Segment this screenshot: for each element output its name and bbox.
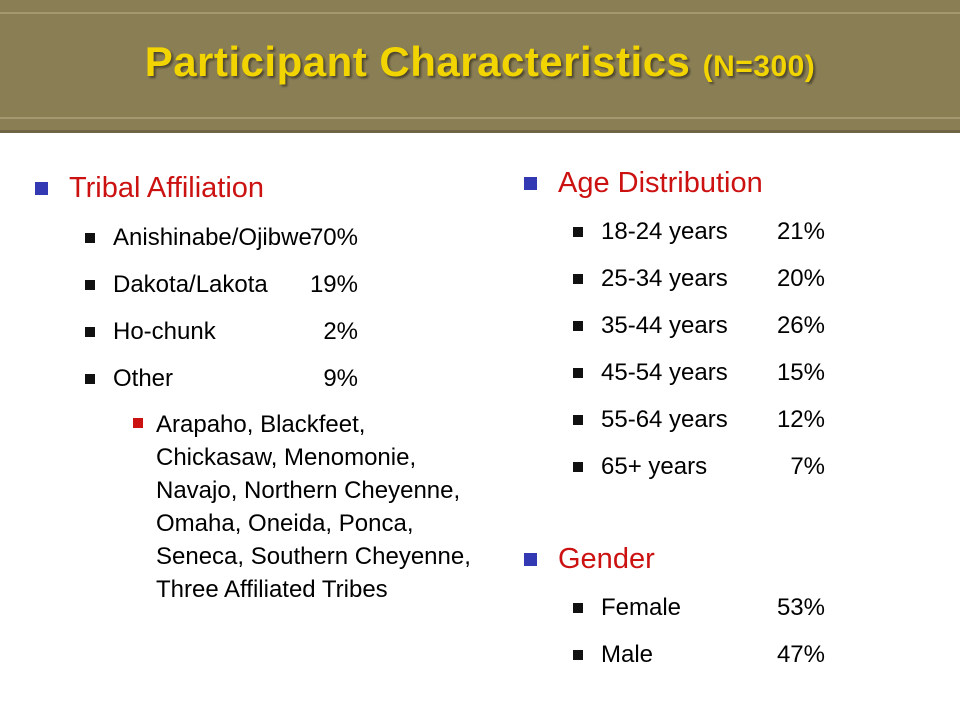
title-band: Participant Characteristics (N=300) bbox=[0, 0, 960, 133]
item-value: 9% bbox=[323, 364, 358, 392]
title-stripe-top bbox=[0, 12, 960, 14]
square-bullet-icon bbox=[573, 367, 583, 378]
list-item: 25-34 years 20% bbox=[573, 255, 893, 302]
item-value: 19% bbox=[309, 270, 358, 298]
item-label: Dakota/Lakota bbox=[113, 270, 268, 298]
gender-list: Female 53% Male 47% bbox=[573, 584, 893, 678]
tribal-affiliation-section: Tribal Affiliation bbox=[35, 168, 264, 208]
item-label: Male bbox=[601, 640, 654, 668]
list-item: 35-44 years 26% bbox=[573, 302, 893, 349]
heading-label: Gender bbox=[558, 542, 655, 575]
item-value: 7% bbox=[790, 452, 825, 480]
item-value: 15% bbox=[776, 358, 825, 386]
list-item: 55-64 years 12% bbox=[573, 396, 893, 443]
square-bullet-icon bbox=[85, 232, 95, 243]
slide-title: Participant Characteristics (N=300) bbox=[0, 38, 960, 86]
item-label: Ho-chunk bbox=[113, 317, 216, 345]
gender-heading: Gender bbox=[524, 539, 924, 579]
item-label: 18-24 years bbox=[601, 217, 728, 245]
square-bullet-icon bbox=[573, 461, 583, 472]
square-bullet-icon bbox=[35, 181, 48, 195]
slide-title-main: Participant Characteristics bbox=[144, 38, 691, 85]
age-distribution-heading: Age Distribution bbox=[524, 163, 924, 203]
item-value: 47% bbox=[776, 640, 825, 668]
item-label: 65+ years bbox=[601, 452, 708, 480]
square-bullet-icon bbox=[524, 176, 537, 190]
item-label: 55-64 years bbox=[601, 405, 728, 433]
list-item: 45-54 years 15% bbox=[573, 349, 893, 396]
square-bullet-icon bbox=[85, 373, 95, 384]
tribal-affiliation-heading: Tribal Affiliation bbox=[35, 168, 264, 208]
list-item: Female 53% bbox=[573, 584, 893, 631]
list-item: 65+ years 7% bbox=[573, 443, 893, 490]
gender-section: Gender bbox=[524, 539, 924, 579]
item-label: Other bbox=[113, 364, 174, 392]
item-value: 53% bbox=[776, 593, 825, 621]
item-label: 45-54 years bbox=[601, 358, 728, 386]
age-distribution-section: Age Distribution bbox=[524, 163, 924, 203]
item-value: 21% bbox=[776, 217, 825, 245]
tribal-affiliation-items: Anishinabe/Ojibwe 70% Dakota/Lakota 19% … bbox=[85, 214, 485, 606]
list-item: Dakota/Lakota 19% bbox=[85, 261, 485, 308]
list-item: Anishinabe/Ojibwe 70% bbox=[85, 214, 485, 261]
item-value: 12% bbox=[776, 405, 825, 433]
square-bullet-icon bbox=[573, 226, 583, 237]
square-bullet-icon bbox=[573, 414, 583, 425]
square-bullet-icon bbox=[85, 279, 95, 290]
item-value: 20% bbox=[776, 264, 825, 292]
item-value: 26% bbox=[776, 311, 825, 339]
square-bullet-icon bbox=[133, 418, 143, 428]
list-item: Ho-chunk 2% bbox=[85, 308, 485, 355]
square-bullet-icon bbox=[573, 273, 583, 284]
other-tribes-text: Arapaho, Blackfeet, Chickasaw, Menomonie… bbox=[156, 411, 471, 603]
item-label: Anishinabe/Ojibwe bbox=[113, 223, 312, 251]
list-item: Other 9% bbox=[85, 355, 485, 402]
item-value: 2% bbox=[323, 317, 358, 345]
title-stripe-bottom bbox=[0, 117, 960, 119]
item-value: 70% bbox=[309, 223, 358, 251]
item-label: 25-34 years bbox=[601, 264, 728, 292]
other-tribes-detail: Arapaho, Blackfeet, Chickasaw, Menomonie… bbox=[133, 408, 485, 606]
item-label: Female bbox=[601, 593, 682, 621]
heading-label: Tribal Affiliation bbox=[69, 171, 265, 204]
square-bullet-icon bbox=[573, 320, 583, 331]
square-bullet-icon bbox=[524, 552, 537, 566]
square-bullet-icon bbox=[573, 602, 583, 613]
heading-label: Age Distribution bbox=[558, 166, 763, 199]
list-item: 18-24 years 21% bbox=[573, 208, 893, 255]
age-distribution-list: 18-24 years 21% 25-34 years 20% 35-44 ye… bbox=[573, 208, 893, 490]
square-bullet-icon bbox=[573, 649, 583, 660]
slide-title-suffix: (N=300) bbox=[702, 50, 816, 83]
list-item: Male 47% bbox=[573, 631, 893, 678]
square-bullet-icon bbox=[85, 326, 95, 337]
item-label: 35-44 years bbox=[601, 311, 728, 339]
